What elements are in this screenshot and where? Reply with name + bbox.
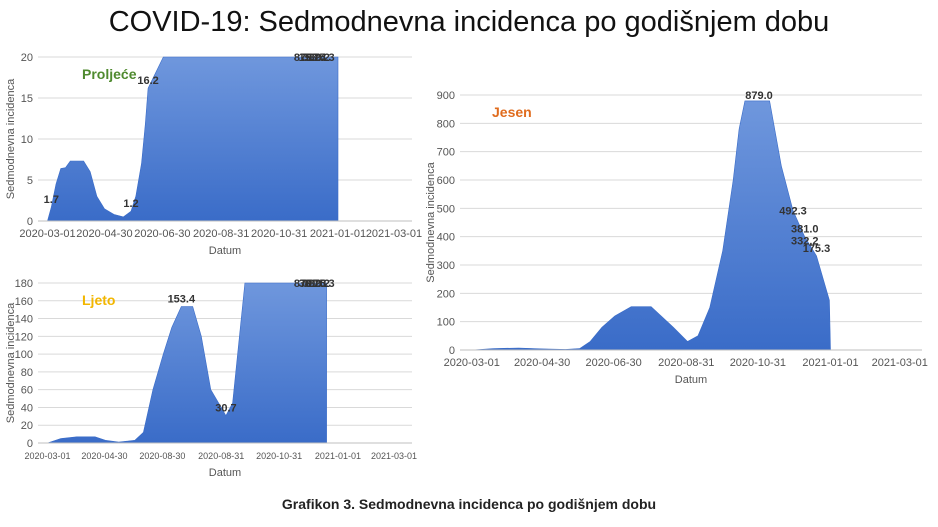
x-tick-label: 2020-04-30 (76, 228, 132, 240)
data-label: 332.2 (302, 278, 330, 290)
x-tick-label: 2021-01-01 (310, 228, 366, 240)
y-tick-label: 20 (21, 52, 33, 64)
incidence-area (47, 56, 339, 222)
figure-caption: Grafikon 3. Sedmodnevna incidenca po god… (281, 496, 657, 512)
incidence-area (471, 100, 831, 351)
data-label: 332.2 (791, 236, 819, 248)
y-axis-title: Sedmodnevna incidenca (5, 302, 17, 423)
season-label: Ljeto (82, 292, 115, 308)
y-tick-label: 0 (27, 216, 33, 228)
y-tick-label: 300 (437, 260, 455, 272)
y-tick-label: 900 (437, 90, 455, 102)
y-tick-label: 0 (449, 345, 455, 357)
x-axis-title: Datum (209, 467, 241, 479)
season-label: Jesen (492, 104, 532, 120)
chart-jesen: 0 100 200 300 400 500 600 700 800 900 2020-03-01 20… (425, 90, 928, 386)
y-tick-label: 140 (15, 314, 33, 326)
x-tick-label: 2020-08-30 (139, 451, 185, 461)
x-tick-label: 2020-06-30 (585, 357, 641, 369)
x-tick-label: 2020-08-31 (658, 357, 714, 369)
x-tick-label: 2021-01-01 (315, 451, 361, 461)
data-label: 332.2 (302, 52, 330, 64)
y-tick-label: 20 (21, 420, 33, 432)
y-tick-label: 15 (21, 93, 33, 105)
y-tick-label: 160 (15, 296, 33, 308)
x-tick-label: 2020-03-01 (444, 357, 500, 369)
data-label: 1.2 (123, 198, 138, 210)
x-tick-label: 2020-03-01 (19, 228, 75, 240)
x-tick-label: 2020-03-01 (24, 451, 70, 461)
y-tick-label: 100 (437, 317, 455, 329)
x-axis-title: Datum (209, 245, 241, 257)
y-tick-label: 400 (437, 232, 455, 244)
data-label: 381.0 (299, 278, 327, 290)
x-tick-label: 2020-08-31 (193, 228, 249, 240)
data-label: 381.0 (791, 224, 819, 236)
data-label: 175.3 (803, 243, 831, 255)
data-label: 153.4 (168, 294, 196, 306)
page-title: COVID-19: Sedmodnevna incidenca po godiš… (108, 6, 830, 38)
season-label: Proljeće (82, 66, 137, 82)
data-label: 175.3 (307, 278, 335, 290)
x-tick-label: 2020-10-31 (256, 451, 302, 461)
y-tick-label: 200 (437, 288, 455, 300)
data-label: 153.4 (299, 52, 327, 64)
y-tick-label: 10 (21, 134, 33, 146)
y-tick-label: 600 (437, 175, 455, 187)
y-tick-label: 180 (15, 278, 33, 290)
y-tick-label: 40 (21, 402, 33, 414)
x-tick-label: 2020-06-30 (134, 228, 190, 240)
x-tick-label: 2021-03-01 (872, 357, 928, 369)
y-axis-title: Sedmodnevna incidenca (425, 161, 437, 282)
x-tick-label: 2020-04-30 (81, 451, 127, 461)
chart-ljeto: 0 20 40 60 80 100 120 140 160 180 2020-03-01 2020-0… (5, 278, 417, 479)
data-label: 16.2 (137, 75, 158, 87)
data-label: 30.7 (215, 403, 236, 415)
data-label: 879.0 (294, 278, 322, 290)
x-tick-label: 2021-01-01 (802, 357, 858, 369)
x-tick-label: 2021-03-01 (366, 228, 422, 240)
y-tick-label: 800 (437, 118, 455, 130)
incidence-area (47, 282, 327, 444)
data-label: 879.0 (745, 90, 773, 102)
data-label: 879.0 (294, 52, 322, 64)
y-tick-label: 80 (21, 367, 33, 379)
x-tick-label: 2020-04-30 (514, 357, 570, 369)
y-tick-label: 100 (15, 349, 33, 361)
x-tick-label: 2020-10-31 (251, 228, 307, 240)
data-label: 492.3 (779, 206, 807, 218)
y-tick-label: 120 (15, 331, 33, 343)
x-tick-label: 2021-03-01 (371, 451, 417, 461)
y-tick-label: 0 (27, 438, 33, 450)
y-tick-label: 700 (437, 147, 455, 159)
y-tick-label: 60 (21, 385, 33, 397)
data-label: 1.7 (44, 194, 59, 206)
y-tick-label: 5 (27, 175, 33, 187)
x-tick-label: 2020-10-31 (730, 357, 786, 369)
data-label: 175.3 (307, 52, 335, 64)
y-tick-label: 500 (437, 203, 455, 215)
y-axis-title: Sedmodnevna incidenca (5, 78, 17, 199)
x-tick-label: 2020-08-31 (198, 451, 244, 461)
x-axis-title: Datum (675, 374, 707, 386)
